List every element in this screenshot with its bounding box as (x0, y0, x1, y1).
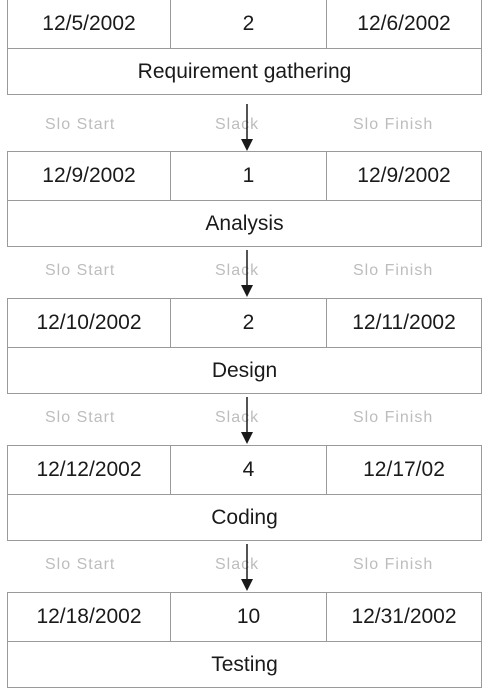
legend-start: Slo Start (45, 556, 116, 573)
legend-finish: Slo Finish (353, 556, 434, 573)
task-name: Requirement gathering (137, 59, 352, 83)
task-info-row: 12/12/2002 4 12/17/02 (8, 446, 481, 495)
legend-row: Slo Start Slack Slo Finish (7, 407, 482, 431)
finish-date: 12/9/2002 (357, 164, 451, 187)
finish-date: 12/11/2002 (352, 311, 456, 334)
legend-finish: Slo Finish (353, 262, 434, 279)
task-info-row: 12/9/2002 1 12/9/2002 (8, 152, 481, 201)
duration: 1 (171, 152, 327, 200)
duration: 10 (171, 593, 327, 641)
connector-arrow (240, 104, 254, 152)
task-node-requirement-gathering[interactable]: 12/5/2002 2 12/6/2002 Requirement gather… (7, 0, 482, 95)
duration: 2 (171, 0, 327, 48)
legend-finish: Slo Finish (353, 409, 434, 426)
connector-arrow (240, 250, 254, 298)
finish-date: 12/31/2002 (351, 605, 457, 628)
task-node-analysis[interactable]: 12/9/2002 1 12/9/2002 Analysis (7, 151, 482, 247)
start-date: 12/18/2002 (8, 593, 171, 641)
start-date: 12/10/2002 (8, 299, 171, 347)
task-info-row: 12/5/2002 2 12/6/2002 (8, 0, 481, 49)
start-date: 12/9/2002 (8, 152, 171, 200)
task-node-testing[interactable]: 12/18/2002 10 12/31/2002 Testing (7, 592, 482, 688)
legend-start: Slo Start (45, 409, 116, 426)
duration: 4 (171, 446, 327, 494)
start-date: 12/12/2002 (8, 446, 171, 494)
task-name: Testing (211, 652, 278, 676)
task-info-row: 12/18/2002 10 12/31/2002 (8, 593, 481, 642)
task-name: Coding (211, 505, 278, 529)
duration: 2 (171, 299, 327, 347)
connector-arrow (240, 397, 254, 445)
connector-arrow (240, 544, 254, 592)
task-node-design[interactable]: 12/10/2002 2 12/11/2002 Design (7, 298, 482, 394)
task-node-coding[interactable]: 12/12/2002 4 12/17/02 Coding (7, 445, 482, 541)
finish-date: 12/6/2002 (357, 12, 451, 35)
task-name: Design (211, 358, 278, 382)
task-info-row: 12/10/2002 2 12/11/2002 (8, 299, 481, 348)
task-name: Analysis (205, 211, 284, 235)
legend-start: Slo Start (45, 262, 116, 279)
finish-date: 12/17/02 (363, 458, 445, 481)
legend-start: Slo Start (45, 116, 116, 133)
start-date: 12/5/2002 (8, 0, 171, 48)
legend-finish: Slo Finish (353, 116, 434, 133)
